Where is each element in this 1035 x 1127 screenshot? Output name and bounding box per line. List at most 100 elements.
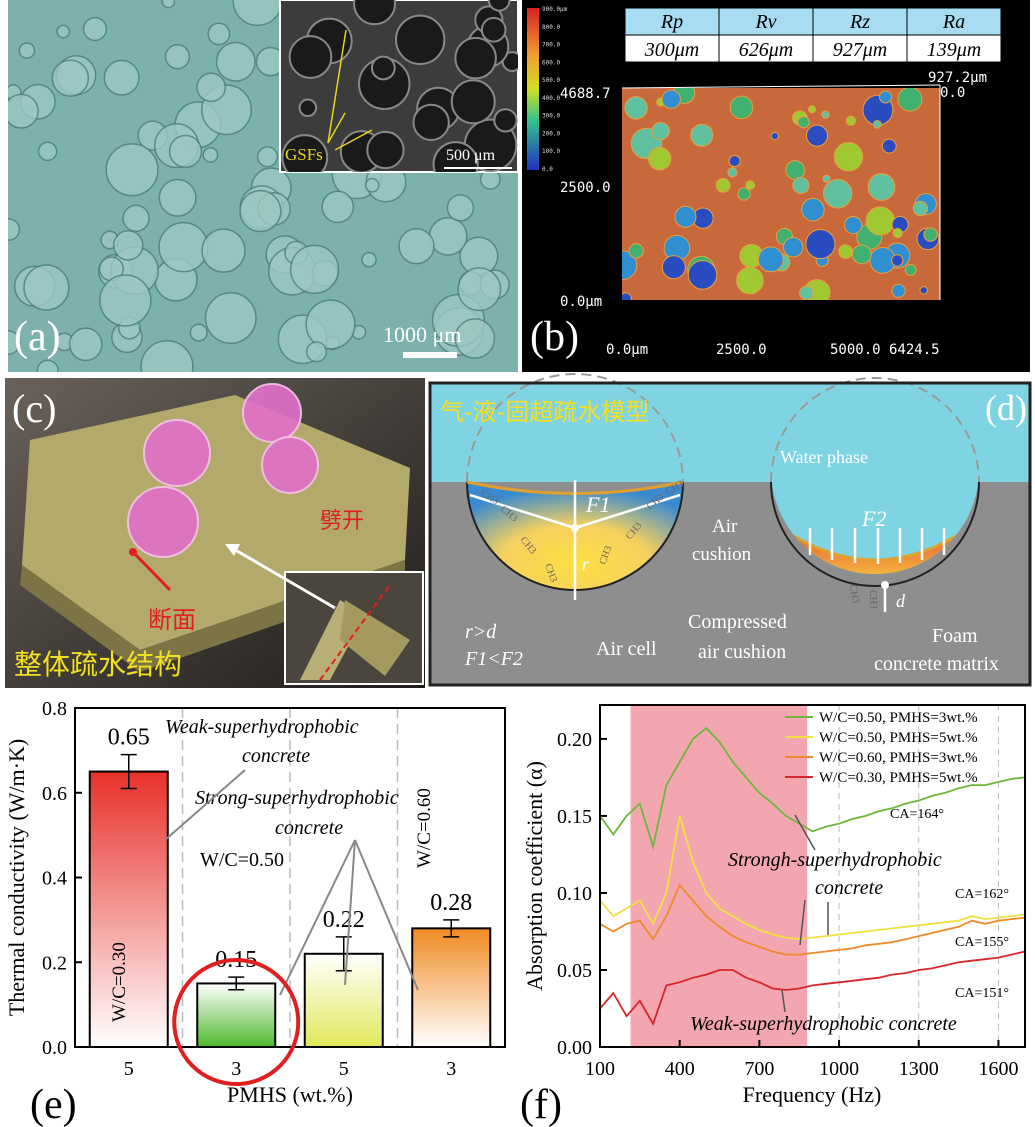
annotation: W/C=0.60 xyxy=(414,788,435,868)
pore xyxy=(103,59,140,96)
annotation: W/C=0.50 xyxy=(200,849,284,871)
pore xyxy=(8,329,21,356)
y-tick-label: 0.10 xyxy=(557,883,592,905)
y-axis-title: Thermal conductivity (W/m·K) xyxy=(4,739,29,1016)
panel-b: 900.0μm 800.0 700.0 600.0 500.0 400.0 300.0 200… xyxy=(522,0,1030,372)
label: F2 xyxy=(861,506,886,531)
pore xyxy=(256,146,279,168)
x-tick-label: 5 xyxy=(124,1058,134,1080)
arrow xyxy=(231,546,336,610)
colorbar-label: 600.0 xyxy=(542,59,560,66)
bar xyxy=(196,982,277,1048)
pore xyxy=(728,154,741,168)
pore xyxy=(161,0,176,9)
contact-angle: CA=162° xyxy=(955,887,1009,902)
pore xyxy=(872,119,882,129)
inset-scale: 500 μm xyxy=(446,147,496,164)
x-axis-label: 5000.0 6424.5 xyxy=(830,342,940,358)
pore xyxy=(140,339,194,372)
pore xyxy=(446,194,475,222)
pore xyxy=(353,0,397,26)
label: Compressed xyxy=(688,611,787,633)
pore xyxy=(867,173,896,201)
pointer xyxy=(279,839,356,996)
pore xyxy=(782,237,804,258)
center xyxy=(881,581,889,589)
x-tick-label: 3 xyxy=(231,1058,241,1080)
pore xyxy=(112,230,144,261)
annotation: 断面 xyxy=(148,606,196,634)
y-axis-label: 0.0μm xyxy=(560,294,602,310)
legend-label: W/C=0.60, PMHS=3wt.% xyxy=(819,750,978,766)
pointer xyxy=(344,839,356,986)
pore xyxy=(881,138,897,154)
pore xyxy=(18,42,36,59)
roughness-table: Rp 300μm Rv 626μm Rz 927μm Ra 139μm xyxy=(624,7,1002,63)
center xyxy=(571,524,579,532)
pore xyxy=(891,283,906,298)
pore xyxy=(398,228,435,265)
frame xyxy=(621,84,941,89)
pore xyxy=(661,255,686,280)
plot-frame xyxy=(599,704,1026,1048)
table-header: Ra xyxy=(942,11,965,33)
table-cell xyxy=(906,34,1002,63)
pore xyxy=(82,16,108,42)
annotation: concrete xyxy=(242,745,310,767)
label: cushion xyxy=(692,544,752,565)
x-axis-label: 0.0μm xyxy=(606,342,648,358)
pore xyxy=(801,197,825,222)
pointer xyxy=(781,989,786,1013)
pore xyxy=(454,318,496,359)
ch3-label: CH3 xyxy=(867,590,878,609)
label: Air cell xyxy=(596,638,657,660)
pore xyxy=(807,105,817,114)
colorbar-label: 400.0 xyxy=(542,95,560,102)
pore xyxy=(843,215,863,235)
pores xyxy=(8,0,518,372)
table-cell xyxy=(812,34,908,63)
highlight-band xyxy=(630,705,808,1047)
value-label: 0.22 xyxy=(323,907,365,933)
droplets xyxy=(127,383,319,558)
x-tick-label: 400 xyxy=(665,1058,695,1080)
pore xyxy=(821,110,830,119)
pore xyxy=(364,177,380,193)
label: F1 xyxy=(585,492,610,517)
colorbar-label: 100.0 xyxy=(542,148,560,155)
pore xyxy=(99,274,152,327)
pore xyxy=(395,14,446,65)
pore xyxy=(289,244,340,295)
contact-angle: CA=155° xyxy=(955,935,1009,950)
pore xyxy=(480,16,507,43)
z-axis-label: 927.2μm xyxy=(928,70,987,86)
y-tick-label: 0.20 xyxy=(557,729,592,751)
value-label: 0.28 xyxy=(430,890,472,916)
frame xyxy=(428,381,1032,687)
annotation: Weak-superhydrophobic concrete xyxy=(690,1013,957,1035)
pore xyxy=(201,228,246,273)
series-line xyxy=(599,815,1026,941)
pore xyxy=(366,130,405,170)
x-tick-label: 3 xyxy=(446,1058,456,1080)
pore xyxy=(785,160,806,180)
y-tick-label: 0.05 xyxy=(557,960,592,982)
pore xyxy=(164,44,191,70)
label: r xyxy=(582,554,590,574)
y-tick-label: 0.00 xyxy=(557,1037,592,1059)
inset-slab xyxy=(340,600,410,676)
dashed-pore xyxy=(770,377,980,483)
colorbar xyxy=(527,8,539,170)
pore xyxy=(851,244,872,265)
panel-label: (f) xyxy=(520,1082,562,1127)
colorbar-label: 700.0 xyxy=(542,42,560,49)
pore xyxy=(168,134,203,169)
z-axis-label: 0.0 xyxy=(940,85,965,101)
pore xyxy=(622,250,638,280)
x-tick-label: 700 xyxy=(744,1058,774,1080)
pore xyxy=(770,131,780,141)
pore xyxy=(202,146,219,163)
contact-angle: CA=164° xyxy=(890,807,944,822)
water xyxy=(430,383,1030,482)
